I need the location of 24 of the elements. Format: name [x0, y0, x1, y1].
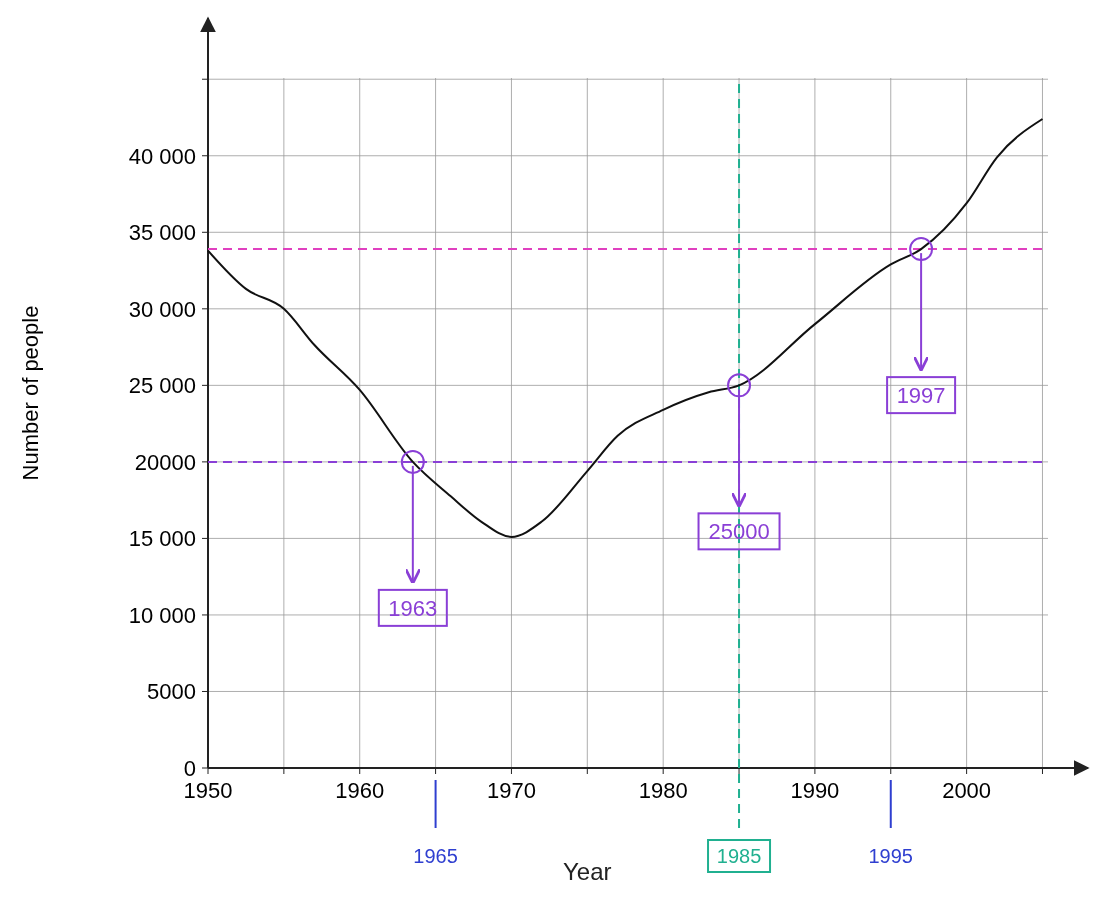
y-tick-label: 30 000 — [128, 296, 196, 322]
annotation: 25000 — [708, 519, 770, 545]
x-tick-label: 1970 — [486, 778, 536, 803]
x-tick-label: 1950 — [183, 778, 233, 803]
y-tick-label: 35 000 — [128, 220, 196, 246]
x-tick-label: 1960 — [335, 778, 385, 803]
y-tick-label: 5000 — [147, 679, 196, 705]
x-tick-label: 1980 — [638, 778, 688, 803]
y-tick-label: 25 000 — [128, 373, 196, 399]
annotation: 1963 — [388, 595, 438, 621]
y-tick-label: 40 000 — [128, 143, 196, 169]
y-tick-label: 10 000 — [128, 602, 196, 628]
y-axis-title: Number of people — [18, 305, 43, 481]
ref-line-label: 1965 — [413, 845, 458, 867]
line-series — [207, 118, 1044, 538]
x-tick-label: 2000 — [942, 778, 992, 803]
y-tick-label: 0 — [183, 756, 196, 781]
y-tick-label: 20000 — [134, 449, 196, 475]
annotation: 1997 — [896, 383, 946, 409]
ref-line-label: 1995 — [868, 845, 914, 867]
ref-line-label: 1985 — [716, 845, 762, 867]
x-tick-label: 1990 — [790, 778, 840, 803]
y-tick-label: 15 000 — [128, 526, 196, 552]
x-axis-title: Year — [563, 858, 612, 885]
